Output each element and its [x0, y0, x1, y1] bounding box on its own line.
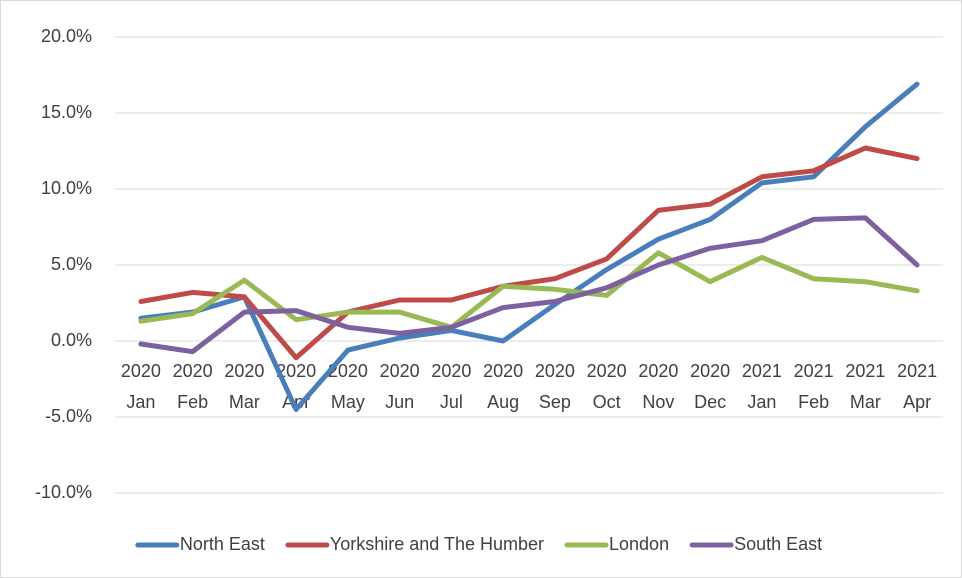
x-tick-label: 2020 — [380, 361, 420, 381]
x-tick-label: Dec — [694, 392, 726, 412]
x-tick-label: 2020 — [431, 361, 471, 381]
x-tick-label: Oct — [593, 392, 621, 412]
x-tick-label: 2020 — [276, 361, 316, 381]
y-tick-label: 0.0% — [51, 330, 92, 350]
series-line — [138, 215, 920, 355]
x-tick-label: 2021 — [742, 361, 782, 381]
x-tick-label: 2020 — [173, 361, 213, 381]
x-tick-label: 2020 — [638, 361, 678, 381]
x-tick-label: Mar — [850, 392, 881, 412]
x-tick-label: 2020 — [690, 361, 730, 381]
y-tick-label: 10.0% — [41, 178, 92, 198]
x-tick-label: 2020 — [587, 361, 627, 381]
x-tick-label: Feb — [798, 392, 829, 412]
y-tick-label: 20.0% — [41, 26, 92, 46]
y-tick-label: -10.0% — [35, 482, 92, 502]
series-line — [138, 250, 920, 330]
legend-label: South East — [734, 534, 822, 554]
series-line — [138, 81, 920, 412]
y-tick-label: 15.0% — [41, 102, 92, 122]
x-tick-label: Mar — [229, 392, 260, 412]
legend-label: Yorkshire and The Humber — [330, 534, 544, 554]
x-tick-label: 2020 — [121, 361, 161, 381]
y-tick-label: 5.0% — [51, 254, 92, 274]
series-line — [138, 145, 920, 361]
x-tick-label: Jul — [440, 392, 463, 412]
x-tick-label: Apr — [903, 392, 931, 412]
legend-label: North East — [180, 534, 265, 554]
x-tick-label: 2020 — [328, 361, 368, 381]
x-tick-label: 2020 — [483, 361, 523, 381]
x-tick-label: May — [331, 392, 365, 412]
x-tick-label: Feb — [177, 392, 208, 412]
x-tick-label: 2020 — [224, 361, 264, 381]
x-tick-label: Nov — [642, 392, 674, 412]
x-tick-label: Sep — [539, 392, 571, 412]
x-tick-label: 2021 — [897, 361, 937, 381]
x-tick-label: 2020 — [535, 361, 575, 381]
x-tick-label: Aug — [487, 392, 519, 412]
legend-label: London — [609, 534, 669, 554]
x-tick-label: 2021 — [845, 361, 885, 381]
x-tick-label: 2021 — [794, 361, 834, 381]
x-tick-label: Jun — [385, 392, 414, 412]
x-tick-label: Jan — [126, 392, 155, 412]
x-tick-label: Jan — [747, 392, 776, 412]
y-tick-label: -5.0% — [45, 406, 92, 426]
